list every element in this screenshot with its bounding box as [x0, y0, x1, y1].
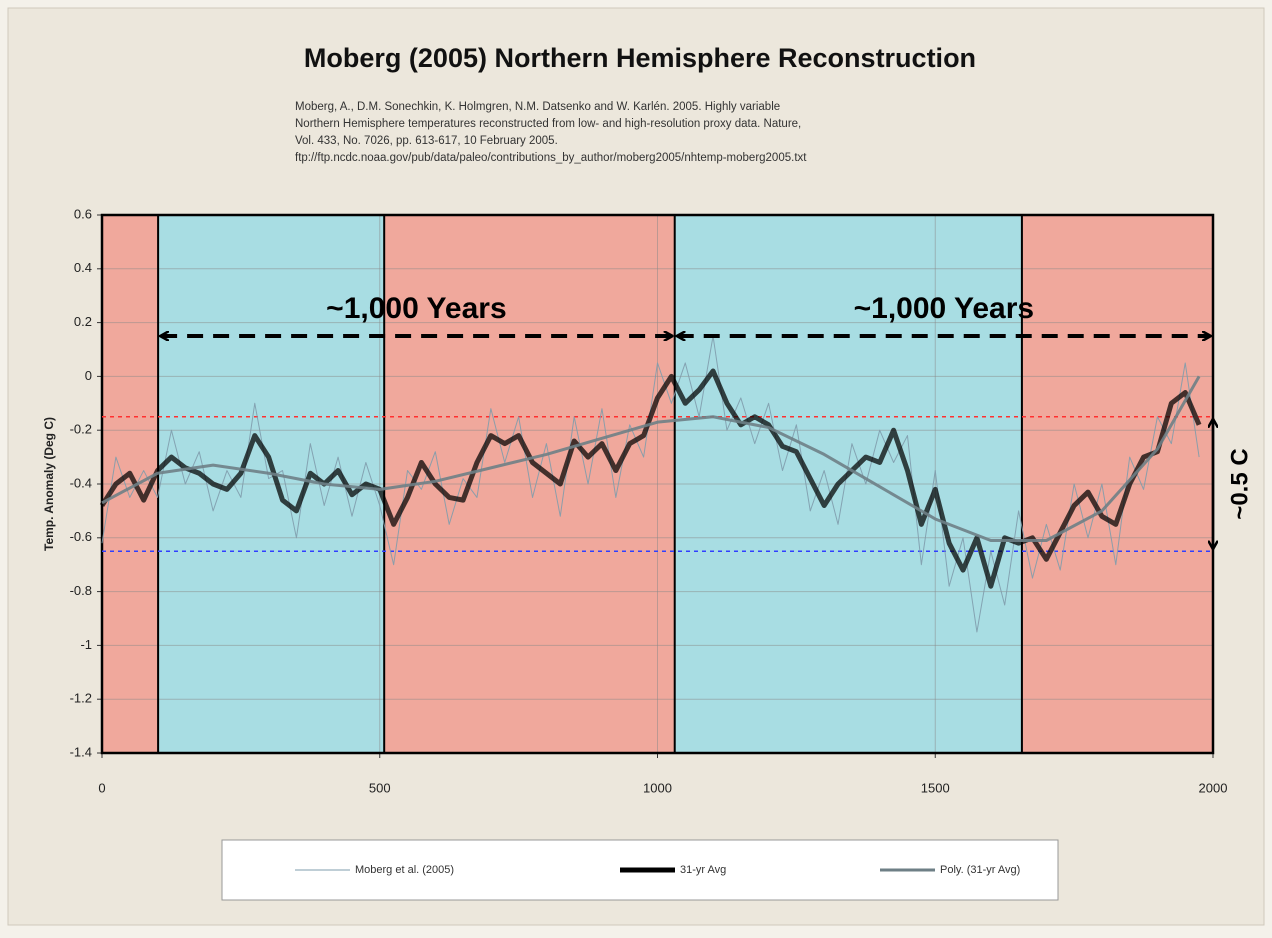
chart-title: Moberg (2005) Northern Hemisphere Recons…	[304, 43, 976, 73]
citation-line: Moberg, A., D.M. Sonechkin, K. Holmgren,…	[295, 101, 780, 113]
x-tick-label: 500	[369, 780, 391, 795]
legend-label: 31-yr Avg	[680, 864, 726, 876]
citation-line: Vol. 433, No. 7026, pp. 613-617, 10 Febr…	[295, 135, 558, 147]
series-line	[99, 368, 1202, 589]
series-line	[101, 375, 1201, 542]
y-axis-label: Temp. Anomaly (Deg C)	[42, 417, 56, 551]
x-tick-label: 1000	[643, 780, 672, 795]
legend-label: Moberg et al. (2005)	[355, 864, 454, 876]
y-tick-label: 0.4	[74, 260, 92, 275]
citation-line: Northern Hemisphere temperatures reconst…	[295, 118, 801, 130]
x-tick-label: 0	[98, 780, 105, 795]
x-tick-label: 1500	[921, 780, 950, 795]
y-tick-label: -0.4	[70, 475, 92, 490]
x-tick-label: 2000	[1199, 780, 1228, 795]
y-tick-label: -0.6	[70, 529, 92, 544]
y-tick-label: -1	[80, 637, 92, 652]
y-tick-label: -1.4	[70, 744, 92, 759]
y-tick-label: 0.6	[74, 206, 92, 221]
annotation-text: ~1,000 Years	[326, 292, 506, 325]
legend-label: Poly. (31-yr Avg)	[940, 864, 1020, 876]
y-tick-label: -0.8	[70, 583, 92, 598]
citation-line: ftp://ftp.ncdc.noaa.gov/pub/data/paleo/c…	[295, 152, 807, 164]
y-tick-label: 0.2	[74, 314, 92, 329]
y-tick-label: -0.2	[70, 422, 92, 437]
y-tick-label: -1.2	[70, 691, 92, 706]
annotation-text: ~1,000 Years	[854, 292, 1034, 325]
y-tick-label: 0	[85, 368, 92, 383]
range-text: ~0.5 C	[1226, 448, 1253, 519]
